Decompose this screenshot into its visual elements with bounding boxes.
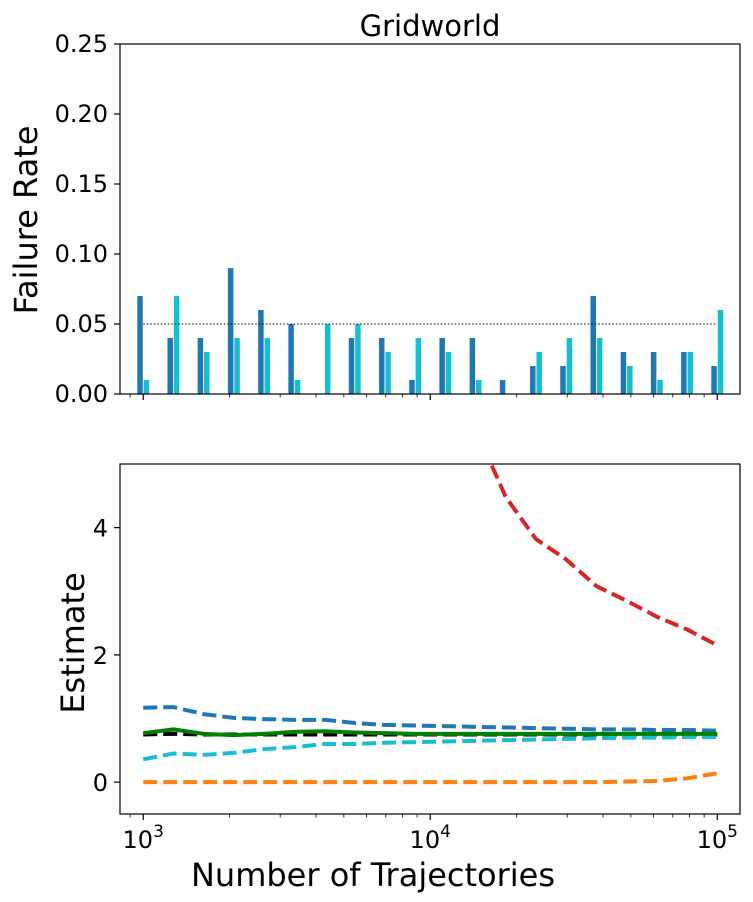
bottom-chart-marks: 0 2 4 103 104 105 <box>93 464 738 854</box>
bottom-line-red-dashed <box>488 464 719 648</box>
top-y-tick-label: 0.15 <box>55 170 108 198</box>
top-bar-series-a <box>378 338 385 394</box>
top-y-tick-label: 0.00 <box>55 380 108 408</box>
bottom-line-cyan-dashed <box>142 735 718 762</box>
top-bar-series-b <box>264 338 271 394</box>
bottom-axes-frame <box>119 463 741 815</box>
top-bar-series-a <box>288 324 294 394</box>
top-bar-series-a <box>409 380 415 394</box>
bottom-panel: Estimate Number of Trajectories 0 2 4 103 10… <box>54 463 741 894</box>
top-bar-series-b <box>415 338 422 394</box>
top-bar-series-a <box>197 338 204 394</box>
top-bar-series-b <box>294 380 301 394</box>
top-y-tick-label: 0.10 <box>55 240 108 268</box>
top-bar-series-b <box>355 324 361 394</box>
bottom-line-blue-dashed <box>143 705 718 733</box>
bottom-series-group <box>142 464 719 785</box>
top-bar-series-b <box>627 366 633 394</box>
top-bar-series-b <box>717 310 724 394</box>
top-bar-series-a <box>227 268 234 394</box>
top-bar-series-b <box>687 352 694 394</box>
bottom-y-tick-label: 2 <box>93 642 108 670</box>
top-bar-series-b <box>234 338 240 394</box>
top-bar-series-b <box>324 324 331 394</box>
top-chart-title: Gridworld <box>360 9 501 43</box>
bottom-y-tick-label: 0 <box>93 769 108 797</box>
top-bar-series-a <box>560 366 566 394</box>
top-bar-series-a <box>590 296 596 394</box>
top-bar-series-b <box>657 380 663 394</box>
top-y-tick-label: 0.05 <box>55 310 108 338</box>
top-bar-series-a <box>439 338 445 394</box>
top-axes-frame <box>119 43 741 395</box>
bottom-line-orange-dashed <box>143 771 718 785</box>
top-bar-series-b <box>173 296 180 394</box>
bottom-x-tick-label: 104 <box>410 822 451 854</box>
bottom-x-tick-label: 105 <box>697 822 738 854</box>
top-bar-series-b <box>204 352 210 394</box>
top-bar-series-a <box>348 338 355 394</box>
top-y-axis-title: Failure Rate <box>7 126 45 315</box>
top-bar-series-b <box>476 380 482 394</box>
bottom-x-tick-label: 103 <box>123 822 164 854</box>
top-bar-series-a <box>620 352 627 394</box>
top-y-tick-label: 0.20 <box>55 100 108 128</box>
top-panel: Gridworld Failure Rate 0.000.050.100.150… <box>7 9 741 408</box>
top-bar-series-a <box>530 366 536 394</box>
bottom-line-green-solid <box>142 727 718 738</box>
bottom-y-axis-title: Estimate <box>54 572 92 713</box>
top-bar-series-a <box>167 338 173 394</box>
top-chart-marks: 0.00 0.05 0.10 0.15 0.20 0.25 <box>55 30 724 408</box>
bottom-x-axis-title: Number of Trajectories <box>191 856 555 894</box>
top-bar-series-a <box>258 310 264 394</box>
top-bar-series-b <box>536 352 542 394</box>
top-bar-series-a <box>137 296 143 394</box>
bottom-y-tick-label: 4 <box>93 515 108 543</box>
top-bar-series-a <box>650 352 657 394</box>
top-bar-series-b <box>445 352 452 394</box>
top-bar-series-a <box>681 352 687 394</box>
top-bar-series-b <box>143 380 150 394</box>
top-y-tick-label: 0.25 <box>55 30 108 58</box>
top-bar-series-b <box>596 338 603 394</box>
top-bar-series-b <box>385 352 391 394</box>
top-bar-series-a <box>711 366 717 394</box>
top-bar-series-a <box>469 338 476 394</box>
top-bar-series-a <box>499 380 506 394</box>
top-bar-series-b <box>566 338 573 394</box>
